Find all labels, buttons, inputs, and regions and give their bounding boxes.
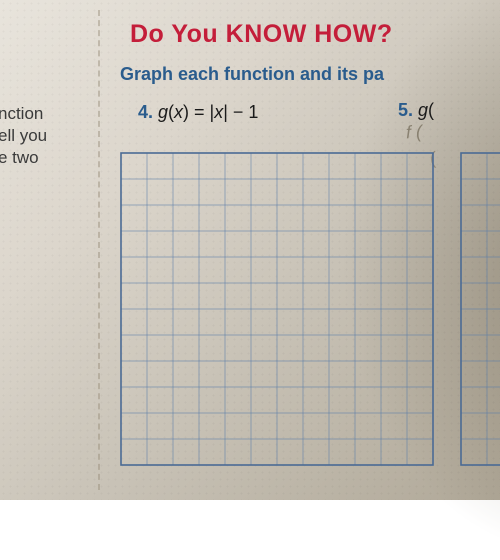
- title-prefix: Do You: [130, 20, 226, 48]
- section-title: Do You KNOW HOW?: [130, 20, 393, 49]
- grid-problem-5: [460, 152, 500, 468]
- section-subtitle: Graph each function and its pa: [120, 64, 384, 85]
- problem-5: 5. g(: [398, 100, 434, 121]
- column-divider: [98, 10, 100, 490]
- page-content: Do You KNOW HOW? Graph each function and…: [0, 0, 500, 500]
- problem-4-number: 4.: [138, 102, 153, 122]
- left-cut-text-1: nction: [0, 104, 43, 124]
- problem-5-number: 5.: [398, 100, 413, 120]
- problem-5-expression: g(: [418, 100, 434, 120]
- left-cut-text-2: ell you: [0, 126, 47, 146]
- problem-4-expression: g(x) = |x| − 1: [158, 102, 258, 122]
- title-emph: KNOW HOW?: [226, 20, 393, 48]
- handwriting-1: f (: [405, 122, 422, 144]
- problem-4: 4. g(x) = |x| − 1: [138, 102, 258, 123]
- left-cut-text-3: e two: [0, 148, 39, 168]
- grid-problem-4: [120, 152, 436, 468]
